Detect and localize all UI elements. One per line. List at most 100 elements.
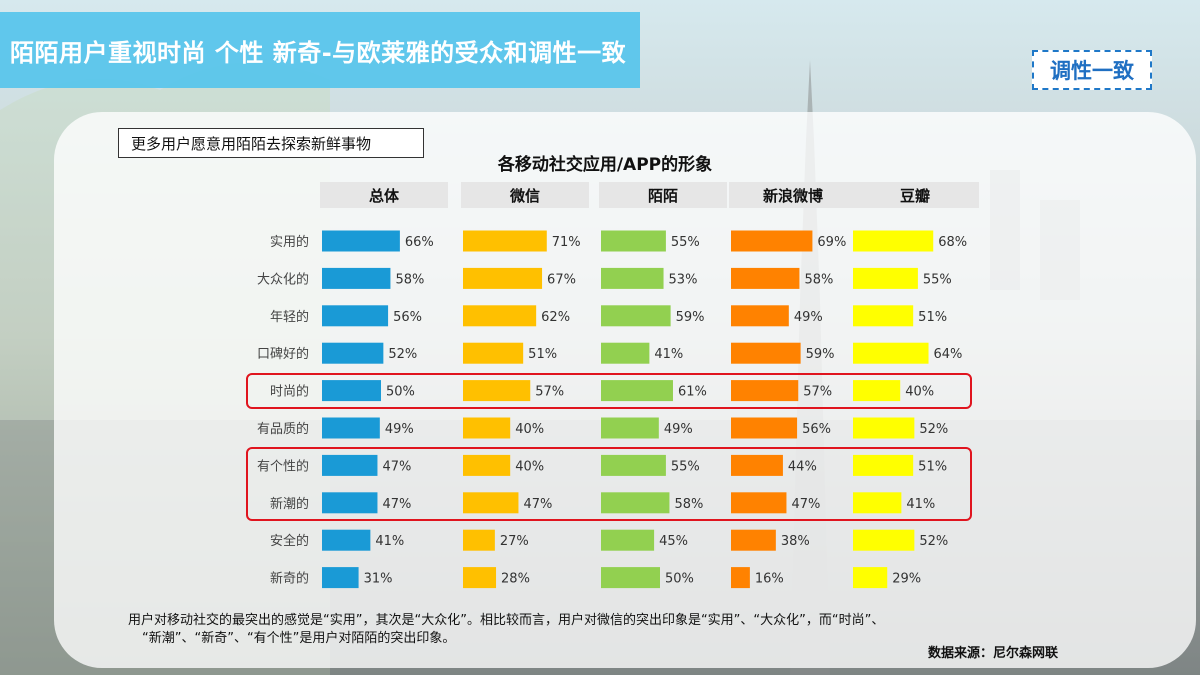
series-header: 总体 bbox=[369, 187, 400, 205]
bar bbox=[463, 417, 511, 439]
data-label: 50% bbox=[386, 385, 415, 400]
bar bbox=[601, 267, 664, 289]
bar bbox=[853, 492, 902, 514]
bar bbox=[853, 305, 914, 327]
bar bbox=[322, 492, 378, 514]
data-label: 57% bbox=[535, 385, 564, 400]
bar bbox=[463, 492, 519, 514]
category-label: 时尚的 bbox=[270, 384, 309, 400]
bar bbox=[601, 454, 666, 476]
bar bbox=[601, 417, 659, 439]
bar bbox=[322, 529, 371, 551]
data-label: 68% bbox=[938, 235, 967, 250]
page-title: 陌陌用户重视时尚 个性 新奇-与欧莱雅的受众和调性一致 bbox=[10, 38, 627, 67]
data-label: 59% bbox=[676, 310, 705, 325]
data-label: 49% bbox=[664, 422, 693, 437]
highlight-box bbox=[246, 372, 972, 409]
category-label: 新潮的 bbox=[270, 496, 309, 512]
bar bbox=[853, 567, 888, 589]
bar bbox=[601, 342, 650, 364]
bar bbox=[731, 305, 789, 327]
bar bbox=[731, 492, 787, 514]
bar bbox=[322, 567, 359, 589]
bar bbox=[853, 454, 914, 476]
bar bbox=[853, 380, 901, 402]
data-label: 52% bbox=[919, 534, 948, 549]
data-label: 50% bbox=[665, 572, 694, 587]
subtitle: 更多用户愿意用陌陌去探索新鲜事物 bbox=[118, 128, 424, 158]
data-label: 64% bbox=[934, 347, 963, 362]
data-label: 61% bbox=[678, 385, 707, 400]
data-label: 52% bbox=[388, 347, 417, 362]
series-header-bg bbox=[729, 182, 857, 208]
bar bbox=[463, 230, 547, 252]
data-label: 53% bbox=[669, 272, 698, 287]
data-label: 59% bbox=[806, 347, 835, 362]
bar bbox=[731, 454, 783, 476]
data-label: 29% bbox=[892, 572, 921, 587]
data-label: 51% bbox=[528, 347, 557, 362]
data-label: 27% bbox=[500, 534, 529, 549]
bar bbox=[463, 380, 531, 402]
data-label: 58% bbox=[674, 497, 703, 512]
bar bbox=[601, 567, 660, 589]
category-label: 年轻的 bbox=[270, 309, 309, 325]
footnote-line-1: 用户对移动社交的最突出的感觉是“实用”，其次是“大众化”。相比较而言，用户对微信… bbox=[128, 613, 885, 628]
series-header-bg bbox=[599, 182, 727, 208]
data-label: 40% bbox=[515, 459, 544, 474]
data-label: 66% bbox=[405, 235, 434, 250]
category-label: 新奇的 bbox=[270, 571, 309, 587]
data-label: 41% bbox=[654, 347, 683, 362]
bar bbox=[463, 342, 524, 364]
data-label: 40% bbox=[905, 385, 934, 400]
title-bar: 陌陌用户重视时尚 个性 新奇-与欧莱雅的受众和调性一致 bbox=[0, 12, 640, 88]
series-header: 豆瓣 bbox=[900, 187, 930, 205]
tag-badge: 调性一致 bbox=[1032, 50, 1152, 90]
data-label: 58% bbox=[395, 272, 424, 287]
bar bbox=[463, 305, 537, 327]
bar bbox=[322, 417, 380, 439]
data-label: 69% bbox=[817, 235, 846, 250]
series-header-bg bbox=[461, 182, 589, 208]
footnote: 用户对移动社交的最突出的感觉是“实用”，其次是“大众化”。相比较而言，用户对微信… bbox=[128, 612, 1068, 648]
chart-title: 各移动社交应用/APP的形象 bbox=[497, 155, 713, 175]
bar bbox=[322, 230, 400, 252]
bar bbox=[853, 230, 934, 252]
data-label: 55% bbox=[923, 272, 952, 287]
data-label: 16% bbox=[755, 572, 784, 587]
bar bbox=[322, 305, 389, 327]
category-label: 口碑好的 bbox=[257, 346, 309, 362]
series-header: 新浪微博 bbox=[763, 187, 823, 205]
data-label: 31% bbox=[364, 572, 393, 587]
data-source: 数据来源：尼尔森网联 bbox=[928, 646, 1059, 661]
data-label: 51% bbox=[918, 310, 947, 325]
data-label: 28% bbox=[501, 572, 530, 587]
bar bbox=[853, 529, 915, 551]
data-label: 56% bbox=[393, 310, 422, 325]
bar bbox=[853, 417, 915, 439]
data-label: 47% bbox=[382, 497, 411, 512]
bar bbox=[731, 567, 750, 589]
data-label: 55% bbox=[671, 459, 700, 474]
bar bbox=[731, 342, 801, 364]
data-label: 47% bbox=[523, 497, 552, 512]
bar bbox=[601, 492, 670, 514]
series-header: 微信 bbox=[509, 187, 540, 205]
series-header: 陌陌 bbox=[648, 187, 678, 205]
bar bbox=[322, 342, 384, 364]
bar bbox=[731, 267, 800, 289]
category-label: 安全的 bbox=[270, 533, 309, 549]
data-label: 52% bbox=[919, 422, 948, 437]
category-label: 大众化的 bbox=[257, 271, 309, 287]
bar bbox=[731, 230, 813, 252]
data-label: 49% bbox=[794, 310, 823, 325]
footnote-line-2: “新潮”、“新奇”、“有个性”是用户对陌陌的突出印象。 bbox=[142, 631, 456, 646]
data-label: 44% bbox=[788, 459, 817, 474]
bar bbox=[601, 305, 671, 327]
bar bbox=[322, 454, 378, 476]
category-label: 有品质的 bbox=[257, 421, 309, 437]
data-label: 62% bbox=[541, 310, 570, 325]
category-label: 有个性的 bbox=[257, 458, 309, 474]
series-header-bg bbox=[320, 182, 448, 208]
